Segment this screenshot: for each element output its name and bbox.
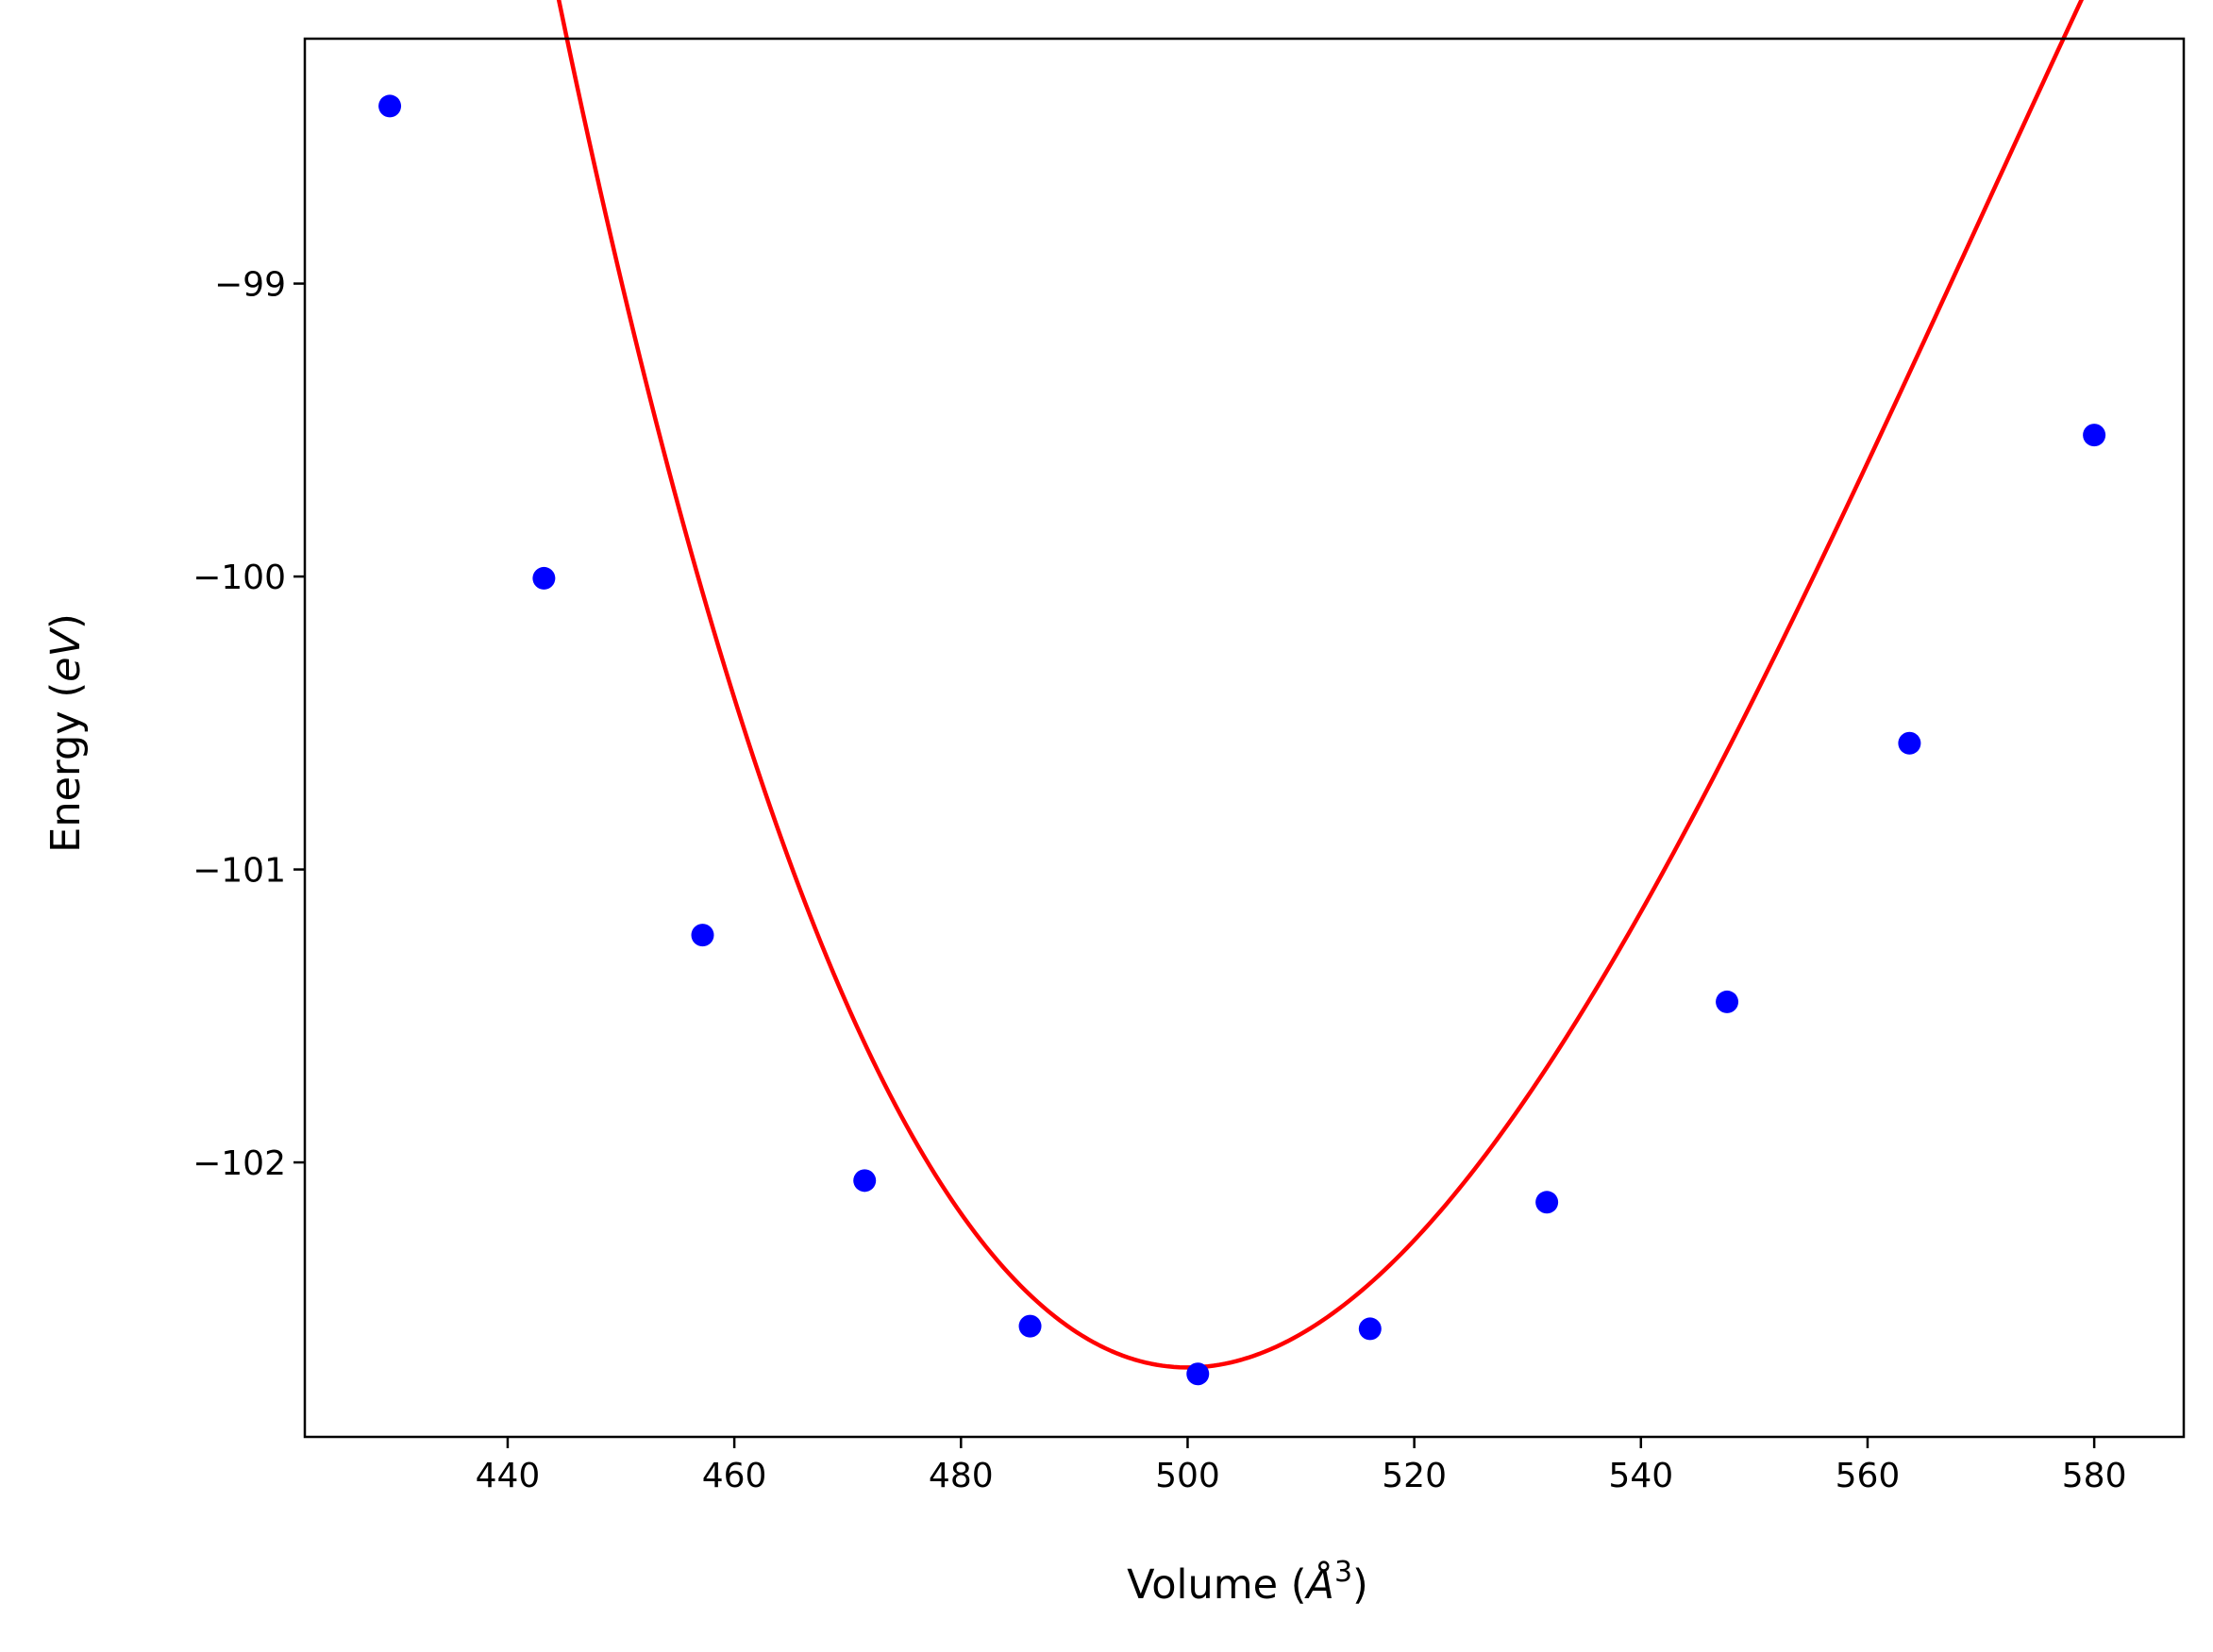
y-tick-label: −99 [214,266,286,305]
x-tick-label: 440 [476,1457,541,1495]
x-tick-label: 580 [2062,1457,2127,1495]
data-point [853,1169,877,1193]
x-axis-label: Volume (Å3) [1127,1556,1368,1609]
data-point [1358,1317,1382,1341]
data-point [2083,424,2106,447]
data-point [691,924,714,947]
y-axis-label: Energy (eV) [42,613,90,853]
x-tick-label: 500 [1155,1457,1220,1495]
y-tick-label: −100 [193,559,286,597]
fit-curve-line [556,0,2085,1370]
y-tick-label: −101 [193,852,286,891]
data-point [1018,1314,1042,1338]
data-point [1898,731,1921,755]
x-tick-label: 480 [929,1457,994,1495]
data-point [1535,1191,1559,1214]
data-point [532,566,556,590]
y-axis-ticks: −99 −100 −101 −102 [193,266,305,1183]
x-tick-label: 560 [1836,1457,1901,1495]
y-tick-label: −102 [193,1144,286,1183]
x-tick-label: 540 [1608,1457,1673,1495]
data-point [378,94,402,118]
x-tick-label: 460 [702,1457,767,1495]
plot-area [378,0,2106,1386]
plot-frame [303,37,2186,1439]
data-point [1716,990,1739,1013]
x-tick-label: 520 [1382,1457,1447,1495]
data-point [1186,1362,1210,1386]
x-axis-ticks: 440 460 480 500 520 540 560 580 [476,1437,2127,1495]
